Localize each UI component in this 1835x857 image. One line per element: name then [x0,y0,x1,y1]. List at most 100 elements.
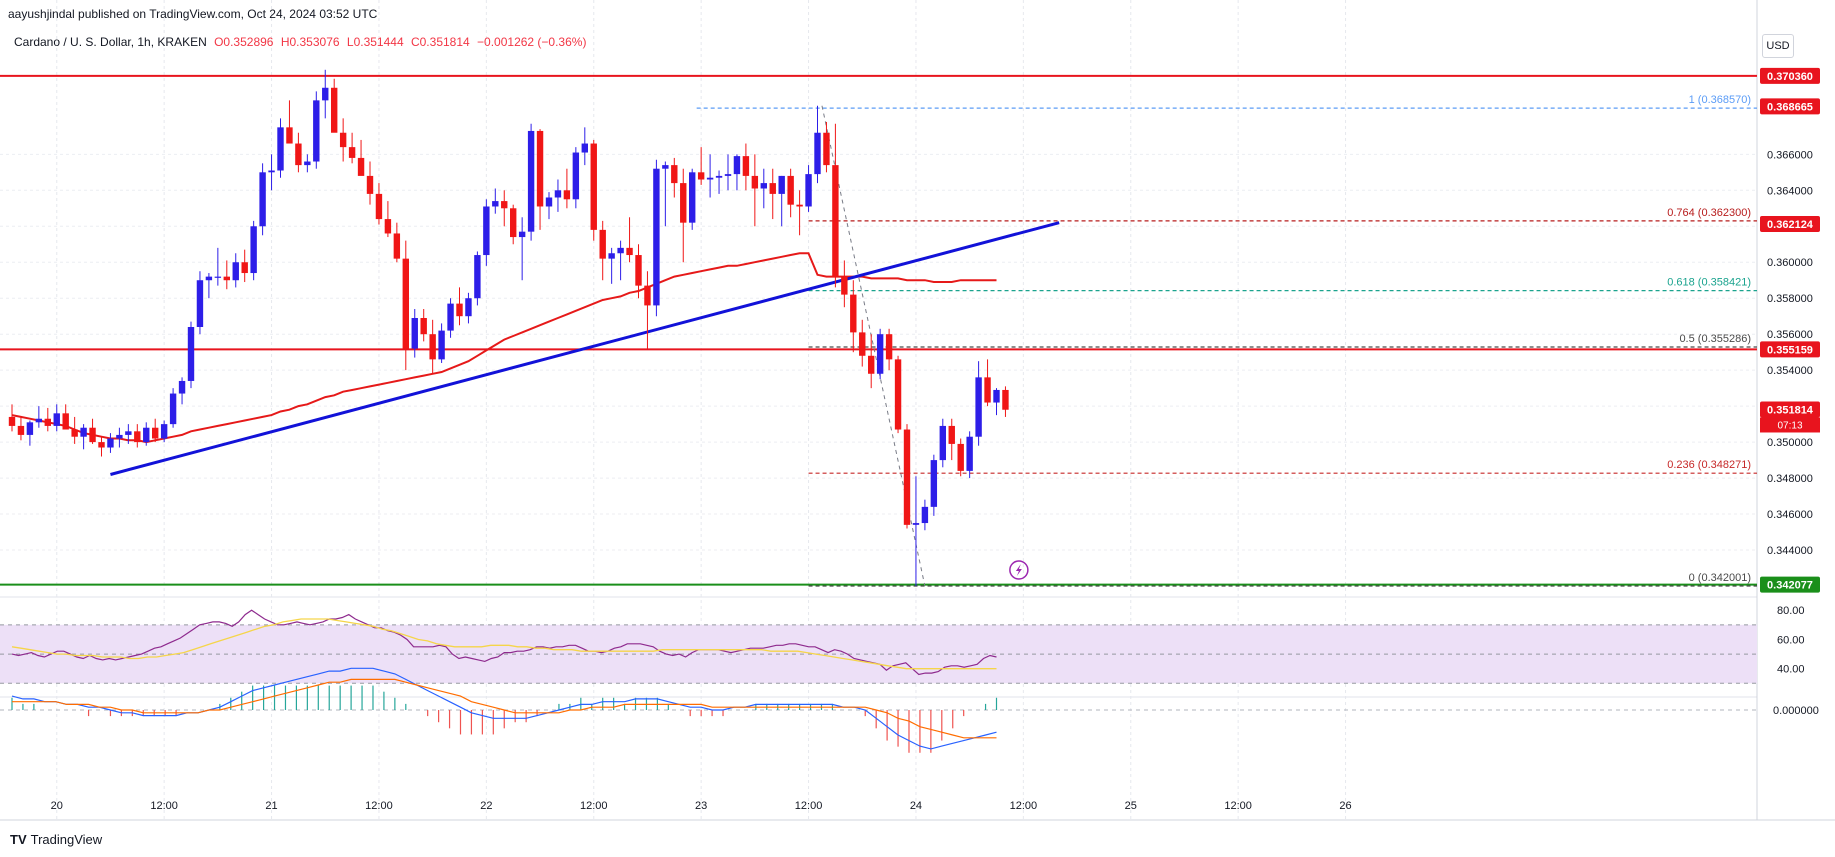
candle-body [304,161,311,166]
candle [689,168,696,230]
candle-body [80,427,87,437]
fib-label-1: 1 (0.368570) [1689,94,1751,106]
candle [125,424,132,444]
candle-body [617,247,624,254]
candle-body [44,418,51,426]
alert-lightning-icon [1009,560,1029,580]
x-tick-label: 21 [265,800,277,812]
candle [510,204,517,245]
currency-button[interactable]: USD [1762,34,1794,58]
candle [599,220,606,281]
x-tick-label: 12:00 [1010,800,1038,812]
candle-body [581,143,588,153]
fib-label-0.618: 0.618 (0.358421) [1667,277,1751,289]
candle [814,105,821,184]
candle [143,422,150,446]
candle [241,249,248,283]
candle-body [331,87,338,133]
candle [205,273,213,299]
x-tick-label: 12:00 [1224,800,1252,812]
candle [223,260,230,290]
candle [250,220,257,281]
candle [563,168,571,209]
close-value: C0.351814 [410,35,470,49]
candle-body [250,226,257,274]
candle-body [438,330,445,360]
candle [912,476,920,587]
candle [662,161,669,227]
candle [680,168,687,263]
candle-body [259,172,266,227]
candle [268,154,275,191]
y-tick-label: 0.356000 [1767,329,1813,341]
candle-body [572,152,580,200]
price-tag-label: 0.368665 [1767,101,1813,113]
candle [339,118,347,162]
candle [590,139,597,241]
candle-body [823,132,830,166]
price-tag-label: 0.355159 [1767,344,1813,356]
candle-body [107,438,114,448]
candle [966,431,973,479]
candle [384,201,392,238]
fib-label-0.764: 0.764 (0.362300) [1667,207,1751,219]
price-tag [1760,98,1820,115]
candle [187,321,195,389]
price-tag-label: 0.362124 [1767,219,1814,231]
candle [375,183,383,225]
moving-average-line [11,252,997,444]
candle-body [590,143,597,230]
candle [626,217,633,263]
candle-body [518,231,526,238]
candle-body [635,255,642,286]
candle-body [35,418,43,423]
rsi-line [11,609,997,676]
symbol-title[interactable]: Cardano / U. S. Dollar, 1h, KRAKEN [14,35,207,49]
y-tick-label: 0.366000 [1767,149,1813,161]
candle-body [626,247,633,256]
candle-body [1002,389,1009,410]
candle-body [671,165,678,184]
candle-body [689,172,696,223]
candle [832,123,839,288]
candle-body [89,427,96,443]
y-tick-label: 0.348000 [1767,473,1813,485]
candle [921,499,929,531]
candle-body [501,201,508,209]
candle-body [160,424,168,439]
candle-body [465,298,472,317]
candle [778,175,785,227]
bullish-trend-line [110,221,1060,476]
candle [724,154,732,191]
candle-body [545,197,553,207]
price-tag-label: 0.342077 [1767,580,1813,592]
candle-body [205,276,213,281]
candle [8,404,16,432]
candle-body [885,334,893,360]
change-value: −0.001262 (−0.36%) [477,35,587,49]
candle [706,154,714,198]
candle-body [706,177,714,180]
candle [545,192,553,220]
candle-body [98,442,105,448]
candle [697,147,705,185]
candle [277,118,284,178]
candle-body [733,156,741,175]
candle [572,147,580,209]
candle-body [456,303,463,317]
candle-body [805,174,812,207]
candle-body [178,380,186,394]
candle [850,280,857,353]
candle [787,168,794,218]
candle-body [653,168,660,306]
countdown-label: 07:13 [1777,420,1802,431]
rsi-ma-line [11,618,997,670]
candle [152,418,159,443]
y-tick-label: 0.350000 [1767,437,1813,449]
candle [742,143,750,191]
candle [313,91,320,169]
candle [178,377,186,405]
candle-body [447,303,454,331]
tradingview-brand[interactable]: TV TradingView [10,832,102,847]
